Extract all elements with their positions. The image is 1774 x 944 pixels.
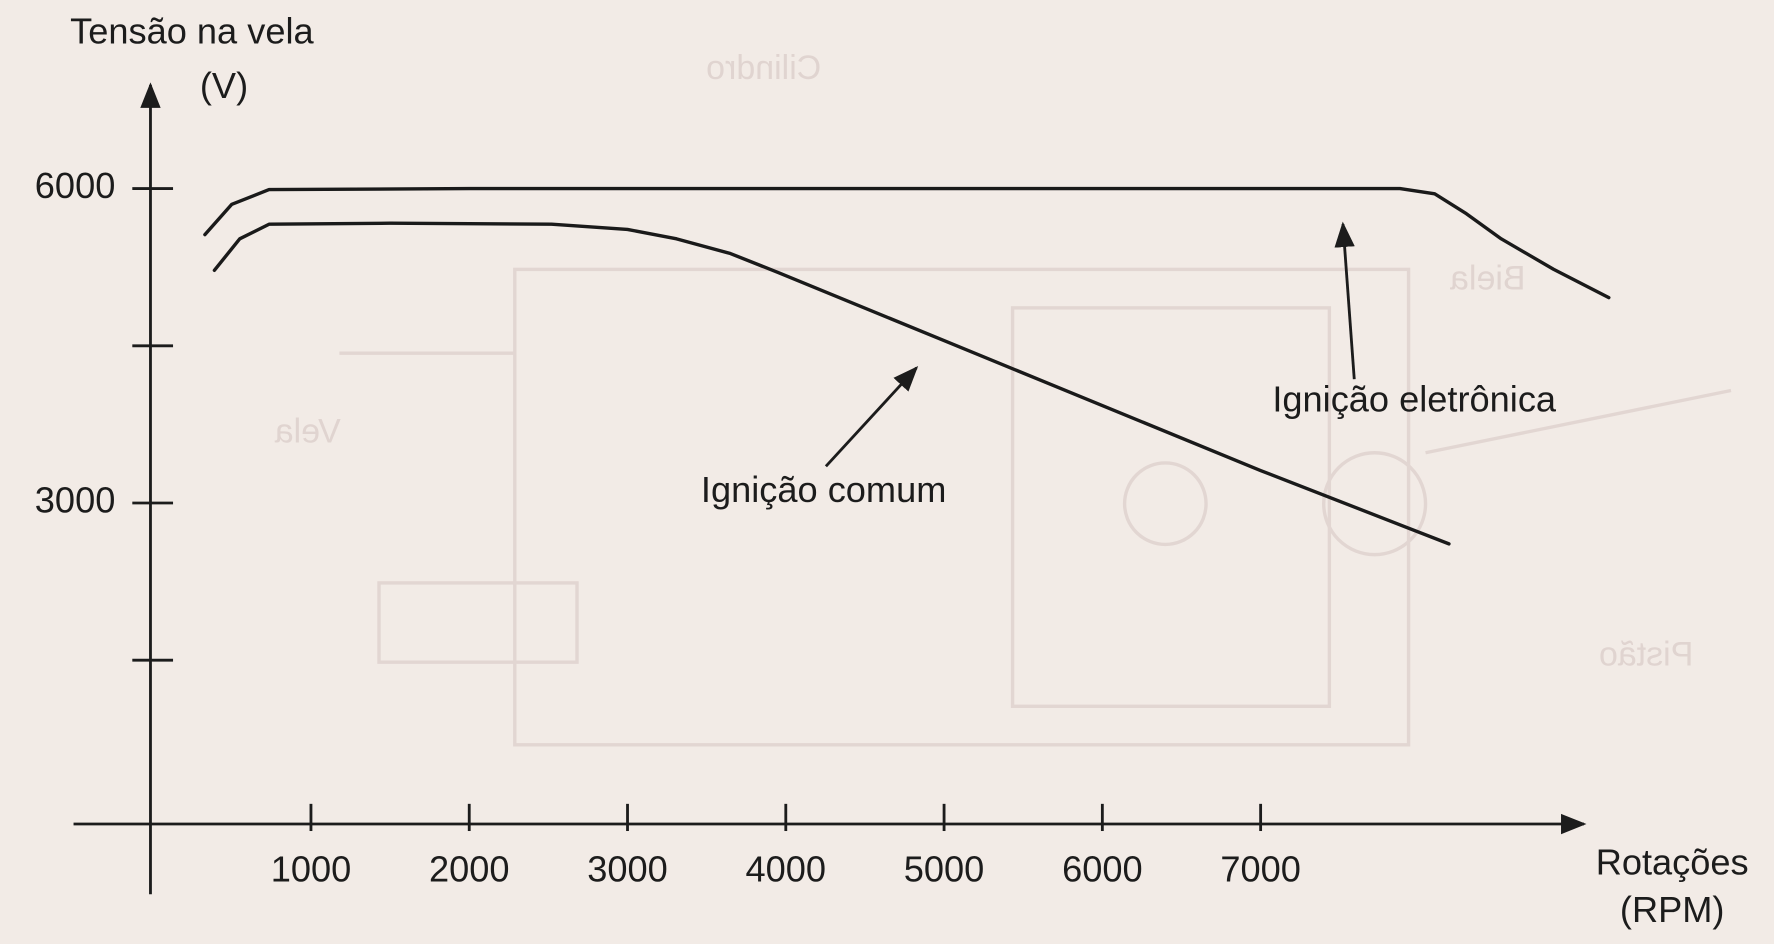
chart: Cilindro Biela Vela Pistão Tensão na vel…	[0, 0, 1774, 944]
x-axis-label: Rotações	[1596, 841, 1749, 882]
y-tick-label: 6000	[35, 165, 116, 206]
x-tick-label: 6000	[1062, 848, 1143, 889]
x-tick-label: 4000	[746, 848, 827, 889]
annotation-arrow	[826, 368, 917, 466]
x-tick-label: 2000	[429, 848, 510, 889]
annotation-arrow	[1343, 224, 1354, 379]
y-tick-label: 3000	[35, 480, 116, 521]
series-line	[205, 189, 1609, 298]
x-tick-label: 3000	[587, 848, 668, 889]
x-tick-label: 5000	[904, 848, 985, 889]
svg-text:Pistão: Pistão	[1599, 635, 1693, 673]
x-axis-label: (RPM)	[1620, 889, 1725, 930]
svg-text:Cilindro: Cilindro	[706, 49, 821, 87]
svg-text:Biela: Biela	[1450, 260, 1526, 298]
y-axis-label: (V)	[200, 65, 248, 106]
x-tick-label: 7000	[1220, 848, 1301, 889]
svg-text:Vela: Vela	[275, 412, 341, 450]
series-annotation: Ignição eletrônica	[1272, 378, 1557, 419]
page: {"chart_data": {"type": "line", "ylabel"…	[0, 0, 1774, 944]
series-annotation: Ignição comum	[701, 469, 946, 510]
x-tick-label: 1000	[271, 848, 352, 889]
y-axis-label: Tensão na vela	[70, 11, 314, 52]
